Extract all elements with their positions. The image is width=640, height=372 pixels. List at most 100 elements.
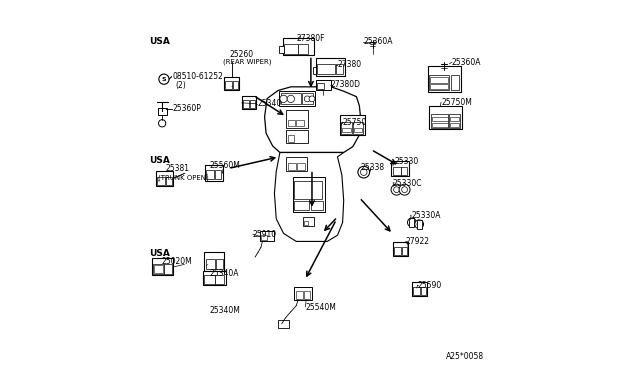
Text: 25750M: 25750M xyxy=(441,98,472,107)
Bar xyxy=(430,84,449,89)
Bar xyxy=(225,81,232,89)
Bar xyxy=(296,120,303,126)
Bar xyxy=(294,180,322,199)
Circle shape xyxy=(280,95,287,103)
Circle shape xyxy=(358,166,369,178)
Text: USA: USA xyxy=(148,38,170,46)
Bar xyxy=(292,177,324,212)
Text: 25330C: 25330C xyxy=(393,179,422,187)
Circle shape xyxy=(287,95,294,103)
Bar xyxy=(154,264,164,274)
Bar xyxy=(164,264,172,274)
Text: (REAR WIPER): (REAR WIPER) xyxy=(223,59,271,65)
Bar xyxy=(216,275,224,284)
Circle shape xyxy=(391,184,402,195)
Bar xyxy=(317,64,335,74)
Bar xyxy=(298,44,308,54)
Text: 25560M: 25560M xyxy=(210,161,241,170)
Text: 25330A: 25330A xyxy=(411,211,441,220)
Bar xyxy=(392,161,409,176)
Bar xyxy=(224,77,239,90)
Bar xyxy=(204,251,225,270)
Bar xyxy=(242,96,256,109)
Bar xyxy=(353,122,363,134)
Bar xyxy=(353,128,362,132)
Bar xyxy=(283,38,314,55)
Bar xyxy=(450,122,459,127)
Text: 25360A: 25360A xyxy=(452,58,481,67)
Text: 25340: 25340 xyxy=(257,99,282,108)
Text: 25020M: 25020M xyxy=(161,257,192,266)
Text: 25260: 25260 xyxy=(230,49,254,58)
Circle shape xyxy=(394,187,399,193)
Bar xyxy=(216,259,223,269)
Bar xyxy=(410,218,415,227)
Bar xyxy=(340,115,365,135)
Bar xyxy=(288,163,296,170)
Bar xyxy=(204,275,214,284)
Bar xyxy=(157,177,165,185)
Bar xyxy=(394,247,401,255)
Text: 25381: 25381 xyxy=(165,164,189,173)
Bar xyxy=(316,58,345,76)
Bar xyxy=(430,77,449,83)
Bar xyxy=(261,235,267,240)
Bar xyxy=(303,291,310,299)
Bar xyxy=(166,177,172,185)
Bar xyxy=(428,66,461,92)
Bar xyxy=(156,171,173,186)
Bar xyxy=(243,100,249,108)
Text: 25360A: 25360A xyxy=(363,38,392,46)
Circle shape xyxy=(415,220,424,229)
Bar xyxy=(250,100,255,108)
Bar xyxy=(278,320,289,328)
Bar xyxy=(158,108,166,115)
Circle shape xyxy=(305,96,310,102)
Bar xyxy=(450,117,459,121)
Circle shape xyxy=(410,220,414,225)
Bar xyxy=(412,282,427,296)
Text: (2): (2) xyxy=(175,81,186,90)
Bar xyxy=(294,287,312,300)
Bar xyxy=(287,157,307,171)
Circle shape xyxy=(309,96,315,102)
Bar xyxy=(393,242,408,256)
Text: 27380D: 27380D xyxy=(330,80,360,89)
Circle shape xyxy=(360,169,367,176)
Bar xyxy=(279,46,284,53)
Bar xyxy=(402,247,407,255)
Text: 27922: 27922 xyxy=(406,237,429,246)
Text: 25590: 25590 xyxy=(418,280,442,290)
Bar xyxy=(294,201,309,210)
Bar xyxy=(204,271,226,285)
Bar xyxy=(154,266,163,273)
Bar xyxy=(451,75,460,90)
Bar xyxy=(313,67,316,74)
Text: S: S xyxy=(162,77,166,82)
Bar xyxy=(260,231,274,241)
Bar xyxy=(421,287,426,295)
Text: USA: USA xyxy=(148,156,170,165)
Text: 25910: 25910 xyxy=(253,230,276,238)
Bar xyxy=(205,165,223,180)
Bar xyxy=(287,110,308,128)
Text: 25360P: 25360P xyxy=(172,104,201,113)
Bar xyxy=(304,221,308,225)
Bar xyxy=(417,220,422,229)
Text: 25750: 25750 xyxy=(342,118,367,127)
Text: (TRUNK OPEN): (TRUNK OPEN) xyxy=(158,174,209,181)
Bar xyxy=(152,258,173,275)
Text: 25338: 25338 xyxy=(361,163,385,171)
Bar xyxy=(297,163,305,170)
Circle shape xyxy=(408,218,416,227)
Text: 25340M: 25340M xyxy=(210,306,241,315)
Text: A25*0058: A25*0058 xyxy=(446,352,484,361)
Bar xyxy=(341,122,352,134)
Text: 25340A: 25340A xyxy=(210,269,239,278)
Bar xyxy=(232,81,238,89)
Bar xyxy=(302,93,314,104)
Bar xyxy=(279,91,315,106)
Bar xyxy=(205,259,215,269)
Bar xyxy=(392,167,401,175)
Bar xyxy=(317,83,324,89)
